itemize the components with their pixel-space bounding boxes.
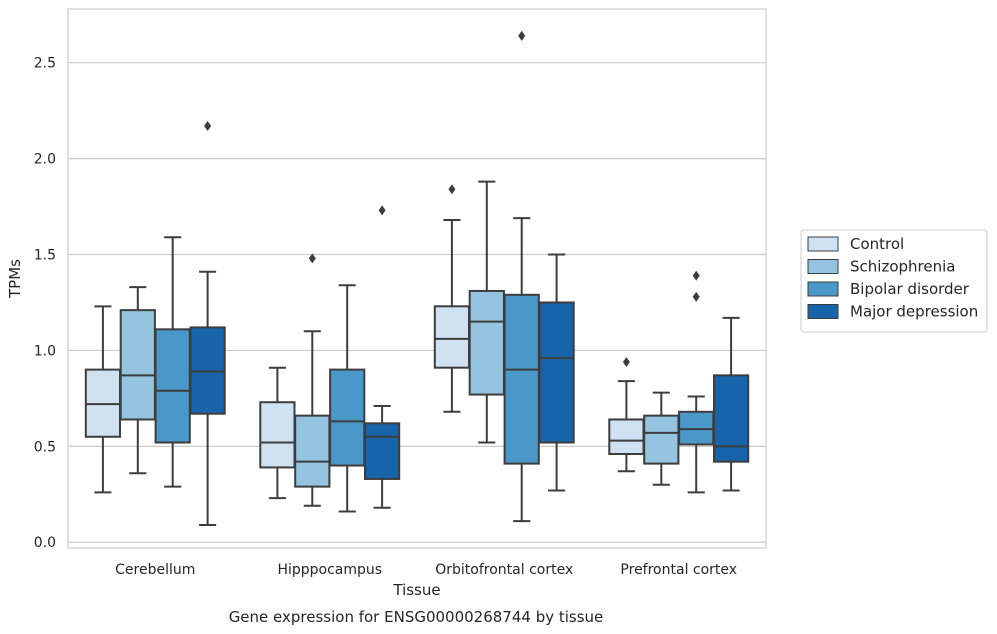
box-group	[329, 284, 366, 513]
box-group	[643, 391, 680, 486]
legend-swatch	[807, 236, 839, 252]
legend-swatch	[807, 304, 839, 319]
y-tick-label: 1.5	[34, 248, 56, 264]
legend-label: Major depression	[850, 303, 978, 321]
box	[259, 401, 296, 469]
x-axis-ticks: Cerebellum Hipppocampus Orbitofrontal cort…	[115, 562, 737, 578]
y-tick-label: 0.5	[34, 439, 56, 455]
y-tick-label: 1.0	[34, 343, 56, 359]
x-tick-label: Prefrontal cortex	[620, 562, 737, 578]
box	[329, 368, 366, 467]
box	[503, 293, 540, 465]
box-group	[538, 253, 575, 492]
x-tick-label: Orbitofrontal cortex	[435, 562, 573, 578]
box	[294, 414, 331, 488]
box	[643, 414, 680, 465]
outlier-point	[308, 253, 316, 264]
box-group	[84, 305, 122, 494]
y-axis-label: TPMs	[6, 259, 24, 299]
boxes	[84, 30, 750, 526]
outlier-point	[622, 356, 630, 367]
legend-swatch	[807, 281, 839, 297]
box	[538, 301, 575, 444]
chart-caption: Gene expression for ENSG00000268744 by t…	[229, 608, 604, 626]
outlier-point	[518, 30, 526, 41]
box	[433, 305, 471, 369]
outlier-point	[448, 184, 456, 195]
box-group	[294, 253, 331, 507]
legend-label: Bipolar disorder	[850, 280, 970, 298]
legend-label: Control	[850, 235, 904, 253]
legend-swatch	[807, 259, 839, 274]
y-tick-label: 2.0	[34, 152, 56, 168]
box	[363, 422, 401, 480]
box	[154, 328, 191, 444]
y-tick-label: 2.5	[34, 56, 56, 72]
box-group	[712, 316, 750, 492]
box-group	[259, 366, 296, 500]
box	[608, 418, 645, 456]
box-group	[678, 270, 715, 494]
legend-frame	[800, 229, 988, 333]
box-group	[119, 286, 156, 475]
box-group	[608, 356, 645, 473]
x-tick-label: Hipppocampus	[277, 562, 382, 578]
box-group	[154, 236, 191, 488]
outlier-point	[692, 270, 700, 281]
x-tick-label: Cerebellum	[115, 562, 195, 578]
box-group	[363, 205, 401, 509]
legend: Control Schizophrenia Bipolar disorder Majo…	[800, 229, 988, 333]
box	[468, 289, 505, 396]
x-axis-label: Tissue	[392, 581, 440, 599]
box-group	[433, 184, 471, 413]
outlier-point	[692, 291, 700, 302]
outlier-point	[378, 205, 386, 216]
box	[119, 309, 156, 421]
y-axis-ticks: 0.0 0.5 1.0 1.5 2.0 2.5	[34, 56, 56, 552]
outlier-point	[204, 121, 212, 132]
box-group	[503, 30, 540, 523]
plot-frame	[67, 8, 767, 549]
y-tick-label: 0.0	[34, 535, 56, 551]
box-group	[189, 121, 226, 526]
box	[712, 374, 750, 463]
box-group	[468, 180, 505, 444]
legend-label: Schizophrenia	[850, 258, 955, 276]
